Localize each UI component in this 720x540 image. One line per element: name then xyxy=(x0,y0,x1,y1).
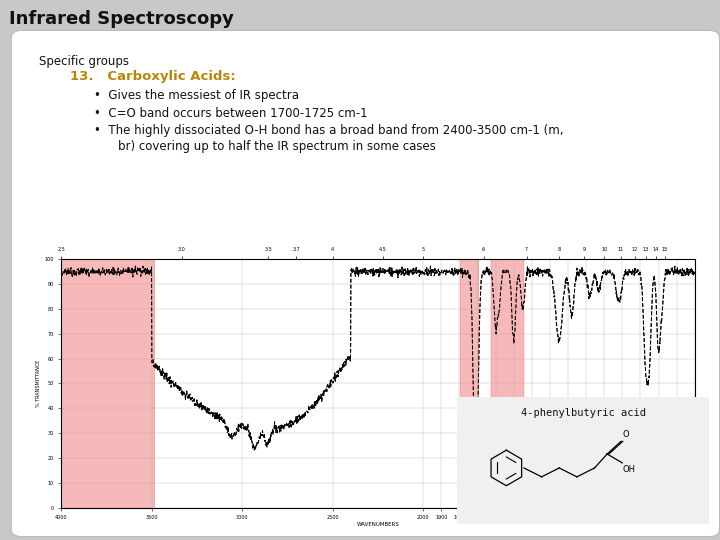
Text: •  C=O band occurs between 1700-1725 cm-1: • C=O band occurs between 1700-1725 cm-1 xyxy=(94,106,367,119)
Text: •  Gives the messiest of IR spectra: • Gives the messiest of IR spectra xyxy=(94,90,299,103)
FancyBboxPatch shape xyxy=(460,247,479,520)
Text: Infrared Spectroscopy: Infrared Spectroscopy xyxy=(9,10,234,28)
Text: •  The highly dissociated O-H bond has a broad band from 2400-3500 cm-1 (m,: • The highly dissociated O-H bond has a … xyxy=(94,124,563,137)
Text: 4-phenylbutyric acid: 4-phenylbutyric acid xyxy=(521,408,646,418)
Y-axis label: % TRANSMITTANCE: % TRANSMITTANCE xyxy=(37,360,42,407)
FancyBboxPatch shape xyxy=(455,394,711,526)
Text: br) covering up to half the IR spectrum in some cases: br) covering up to half the IR spectrum … xyxy=(118,139,436,152)
Text: OH: OH xyxy=(623,464,636,474)
X-axis label: WAVENUMBERS: WAVENUMBERS xyxy=(356,522,400,526)
FancyBboxPatch shape xyxy=(491,247,523,520)
Text: Specific groups: Specific groups xyxy=(39,55,129,68)
FancyBboxPatch shape xyxy=(0,222,154,540)
FancyBboxPatch shape xyxy=(12,30,719,537)
Text: 13.   Carboxylic Acids:: 13. Carboxylic Acids: xyxy=(70,70,235,83)
Text: O: O xyxy=(622,430,629,439)
